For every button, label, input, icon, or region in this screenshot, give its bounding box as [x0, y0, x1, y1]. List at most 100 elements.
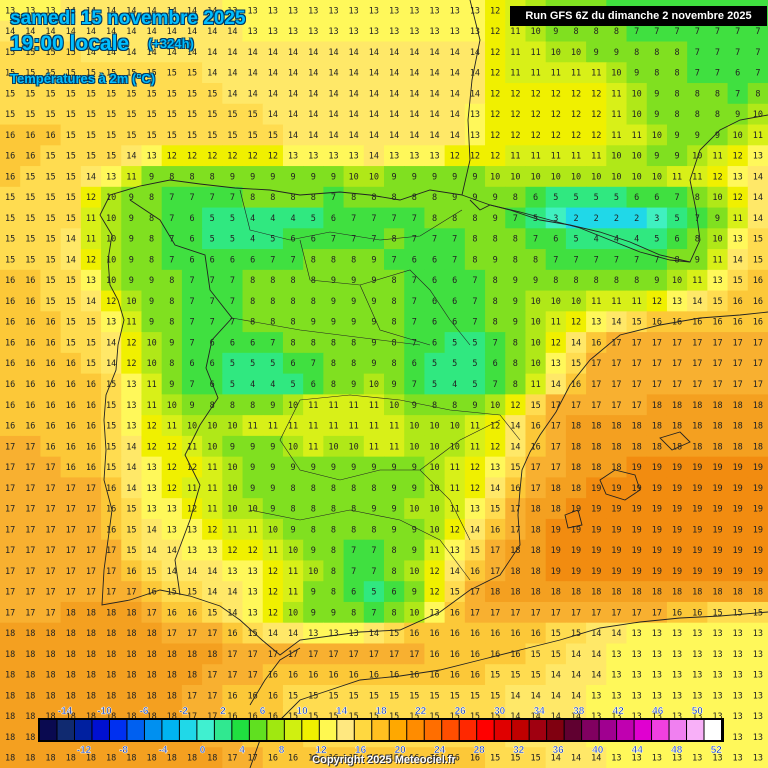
temperature-value: 8 [614, 276, 619, 286]
temperature-cell [101, 518, 122, 541]
temperature-cell [80, 269, 102, 292]
temperature-cell [161, 207, 183, 229]
temperature-cell [646, 124, 668, 146]
temperature-cell [707, 456, 729, 479]
temperature-value: 9 [129, 276, 134, 286]
temperature-cell [363, 41, 385, 63]
temperature-value: 14 [227, 69, 237, 79]
temperature-cell [222, 186, 244, 209]
temperature-cell [545, 62, 567, 84]
temperature-value: 19 [611, 484, 621, 494]
temperature-cell [505, 166, 527, 188]
temperature-value: 14 [349, 110, 359, 120]
temperature-cell [727, 228, 749, 250]
temperature-cell [505, 498, 527, 520]
temperature-value: 16 [308, 754, 318, 764]
temperature-value: 17 [591, 608, 601, 618]
temperature-cell [121, 394, 143, 416]
temperature-value: 17 [25, 546, 35, 556]
temperature-value: 12 [187, 152, 197, 162]
temperature-value: 15 [25, 172, 35, 182]
temperature-value: 10 [530, 172, 540, 182]
temperature-value: 10 [692, 152, 702, 162]
temperature-value: 17 [490, 546, 500, 556]
temperature-cell [202, 643, 223, 665]
temperature-value: 17 [25, 588, 35, 598]
temperature-cell [202, 0, 223, 22]
temperature-cell [141, 456, 163, 479]
temperature-value: 11 [551, 69, 561, 79]
temperature-value: 11 [611, 89, 621, 99]
balearic-menorca [659, 431, 691, 451]
temperature-cell [525, 394, 547, 416]
temperature-value: 8 [169, 297, 174, 307]
temperature-cell [121, 145, 143, 167]
temperature-value: 14 [207, 588, 217, 598]
temperature-cell [161, 643, 183, 665]
temperature-value: 7 [412, 297, 417, 307]
temperature-cell [747, 622, 768, 645]
temperature-value: 14 [106, 6, 116, 16]
temperature-cell [323, 311, 345, 333]
temperature-value: 16 [45, 359, 55, 369]
temperature-cell [363, 103, 385, 126]
temperature-cell [444, 145, 466, 167]
temperature-cell [505, 643, 527, 665]
temperature-value: 12 [207, 152, 217, 162]
temperature-cell [20, 415, 42, 437]
temperature-value: 9 [513, 276, 518, 286]
temperature-value: 17 [591, 401, 601, 411]
temperature-cell [687, 83, 708, 105]
temperature-value: 10 [369, 172, 379, 182]
temperature-value: 15 [187, 588, 197, 598]
temperature-value: 6 [432, 255, 437, 265]
temperature-cell [687, 62, 708, 84]
temperature-cell [505, 352, 527, 375]
temperature-cell [262, 643, 284, 665]
temperature-value: 12 [146, 442, 156, 452]
temperature-value: 18 [692, 401, 702, 411]
temperature-cell [141, 394, 163, 416]
temperature-cell [363, 747, 385, 768]
temperature-cell [586, 601, 607, 624]
temperature-cell [0, 20, 21, 43]
temperature-value: 17 [227, 754, 237, 764]
temperature-value: 8 [351, 525, 356, 535]
temperature-cell [121, 103, 143, 126]
temperature-value: 19 [611, 505, 621, 515]
temperature-value: 8 [331, 505, 336, 515]
temperature-value: 18 [146, 629, 156, 639]
temperature-value: 8 [513, 338, 518, 348]
temperature-value: 15 [66, 131, 76, 141]
temperature-value: 13 [632, 629, 642, 639]
temperature-value: 15 [106, 380, 116, 390]
temperature-cell [646, 166, 668, 188]
temperature-value: 14 [187, 48, 197, 58]
temperature-cell [646, 601, 668, 624]
temperature-value: 12 [510, 89, 520, 99]
temperature-value: 14 [369, 110, 379, 120]
temperature-value: 7 [230, 318, 235, 328]
temperature-value: 15 [490, 691, 500, 701]
temperature-cell [606, 103, 628, 126]
temperature-value: 17 [369, 650, 379, 660]
temperature-value: 13 [652, 629, 662, 639]
temperature-value: 16 [288, 671, 298, 681]
temperature-value: 18 [672, 588, 682, 598]
temperature-cell [40, 415, 62, 437]
temperature-cell [384, 684, 405, 707]
temperature-value: 14 [66, 255, 76, 265]
temperature-value: 19 [692, 567, 702, 577]
temperature-value: 14 [288, 629, 298, 639]
temperature-cell [242, 643, 264, 665]
temperature-cell [181, 186, 203, 209]
temperature-cell [363, 643, 385, 665]
temperature-value: 9 [270, 172, 275, 182]
temperature-value: 10 [409, 608, 419, 618]
temperature-value: 7 [735, 89, 740, 99]
temperature-value: 15 [126, 69, 136, 79]
temperature-value: 8 [392, 193, 397, 203]
temperature-cell [666, 145, 688, 167]
temperature-value: 19 [692, 525, 702, 535]
temperature-cell [404, 62, 426, 84]
